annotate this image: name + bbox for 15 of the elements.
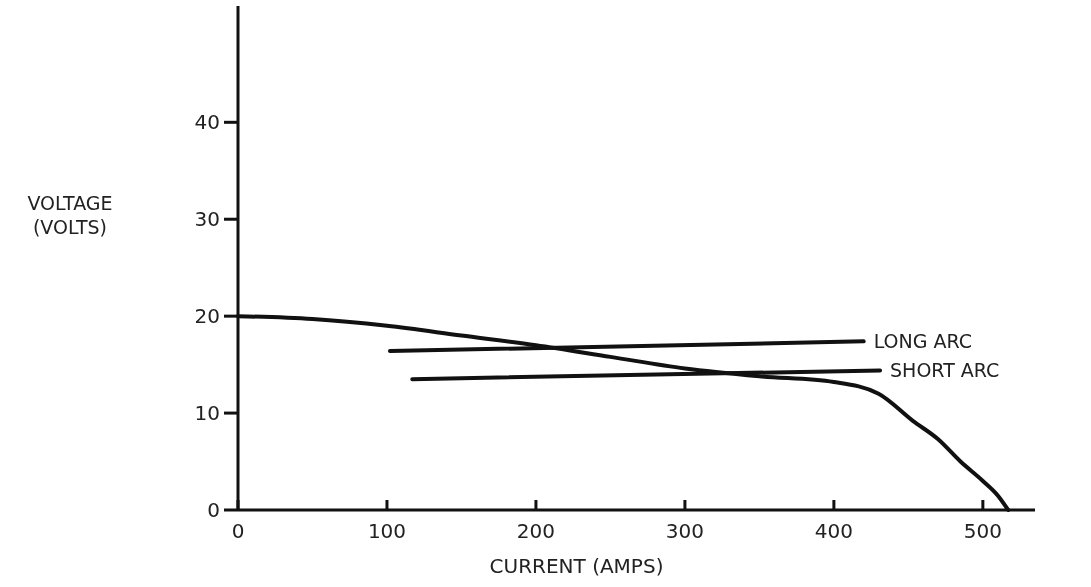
- y-tick-label: 10: [194, 401, 220, 426]
- y-tick-label: 40: [194, 110, 220, 135]
- y-tick-label: 20: [194, 304, 220, 329]
- x-axis-title: CURRENT (AMPS): [489, 554, 664, 578]
- series-label: SHORT ARC: [890, 359, 1000, 382]
- x-tick-label: 400: [814, 519, 853, 543]
- x-tick-label: 300: [665, 519, 705, 543]
- x-tick-label: 500: [963, 519, 1002, 543]
- x-tick-label: 200: [516, 519, 556, 543]
- x-tick-label: 100: [367, 519, 407, 543]
- y-tick-label: 0: [207, 498, 220, 522]
- x-tick-label: 0: [231, 519, 245, 543]
- y-tick-label: 30: [194, 207, 220, 232]
- y-axis-title: VOLTAGE (VOLTS): [27, 192, 113, 238]
- series-label: LONG ARC: [873, 330, 973, 353]
